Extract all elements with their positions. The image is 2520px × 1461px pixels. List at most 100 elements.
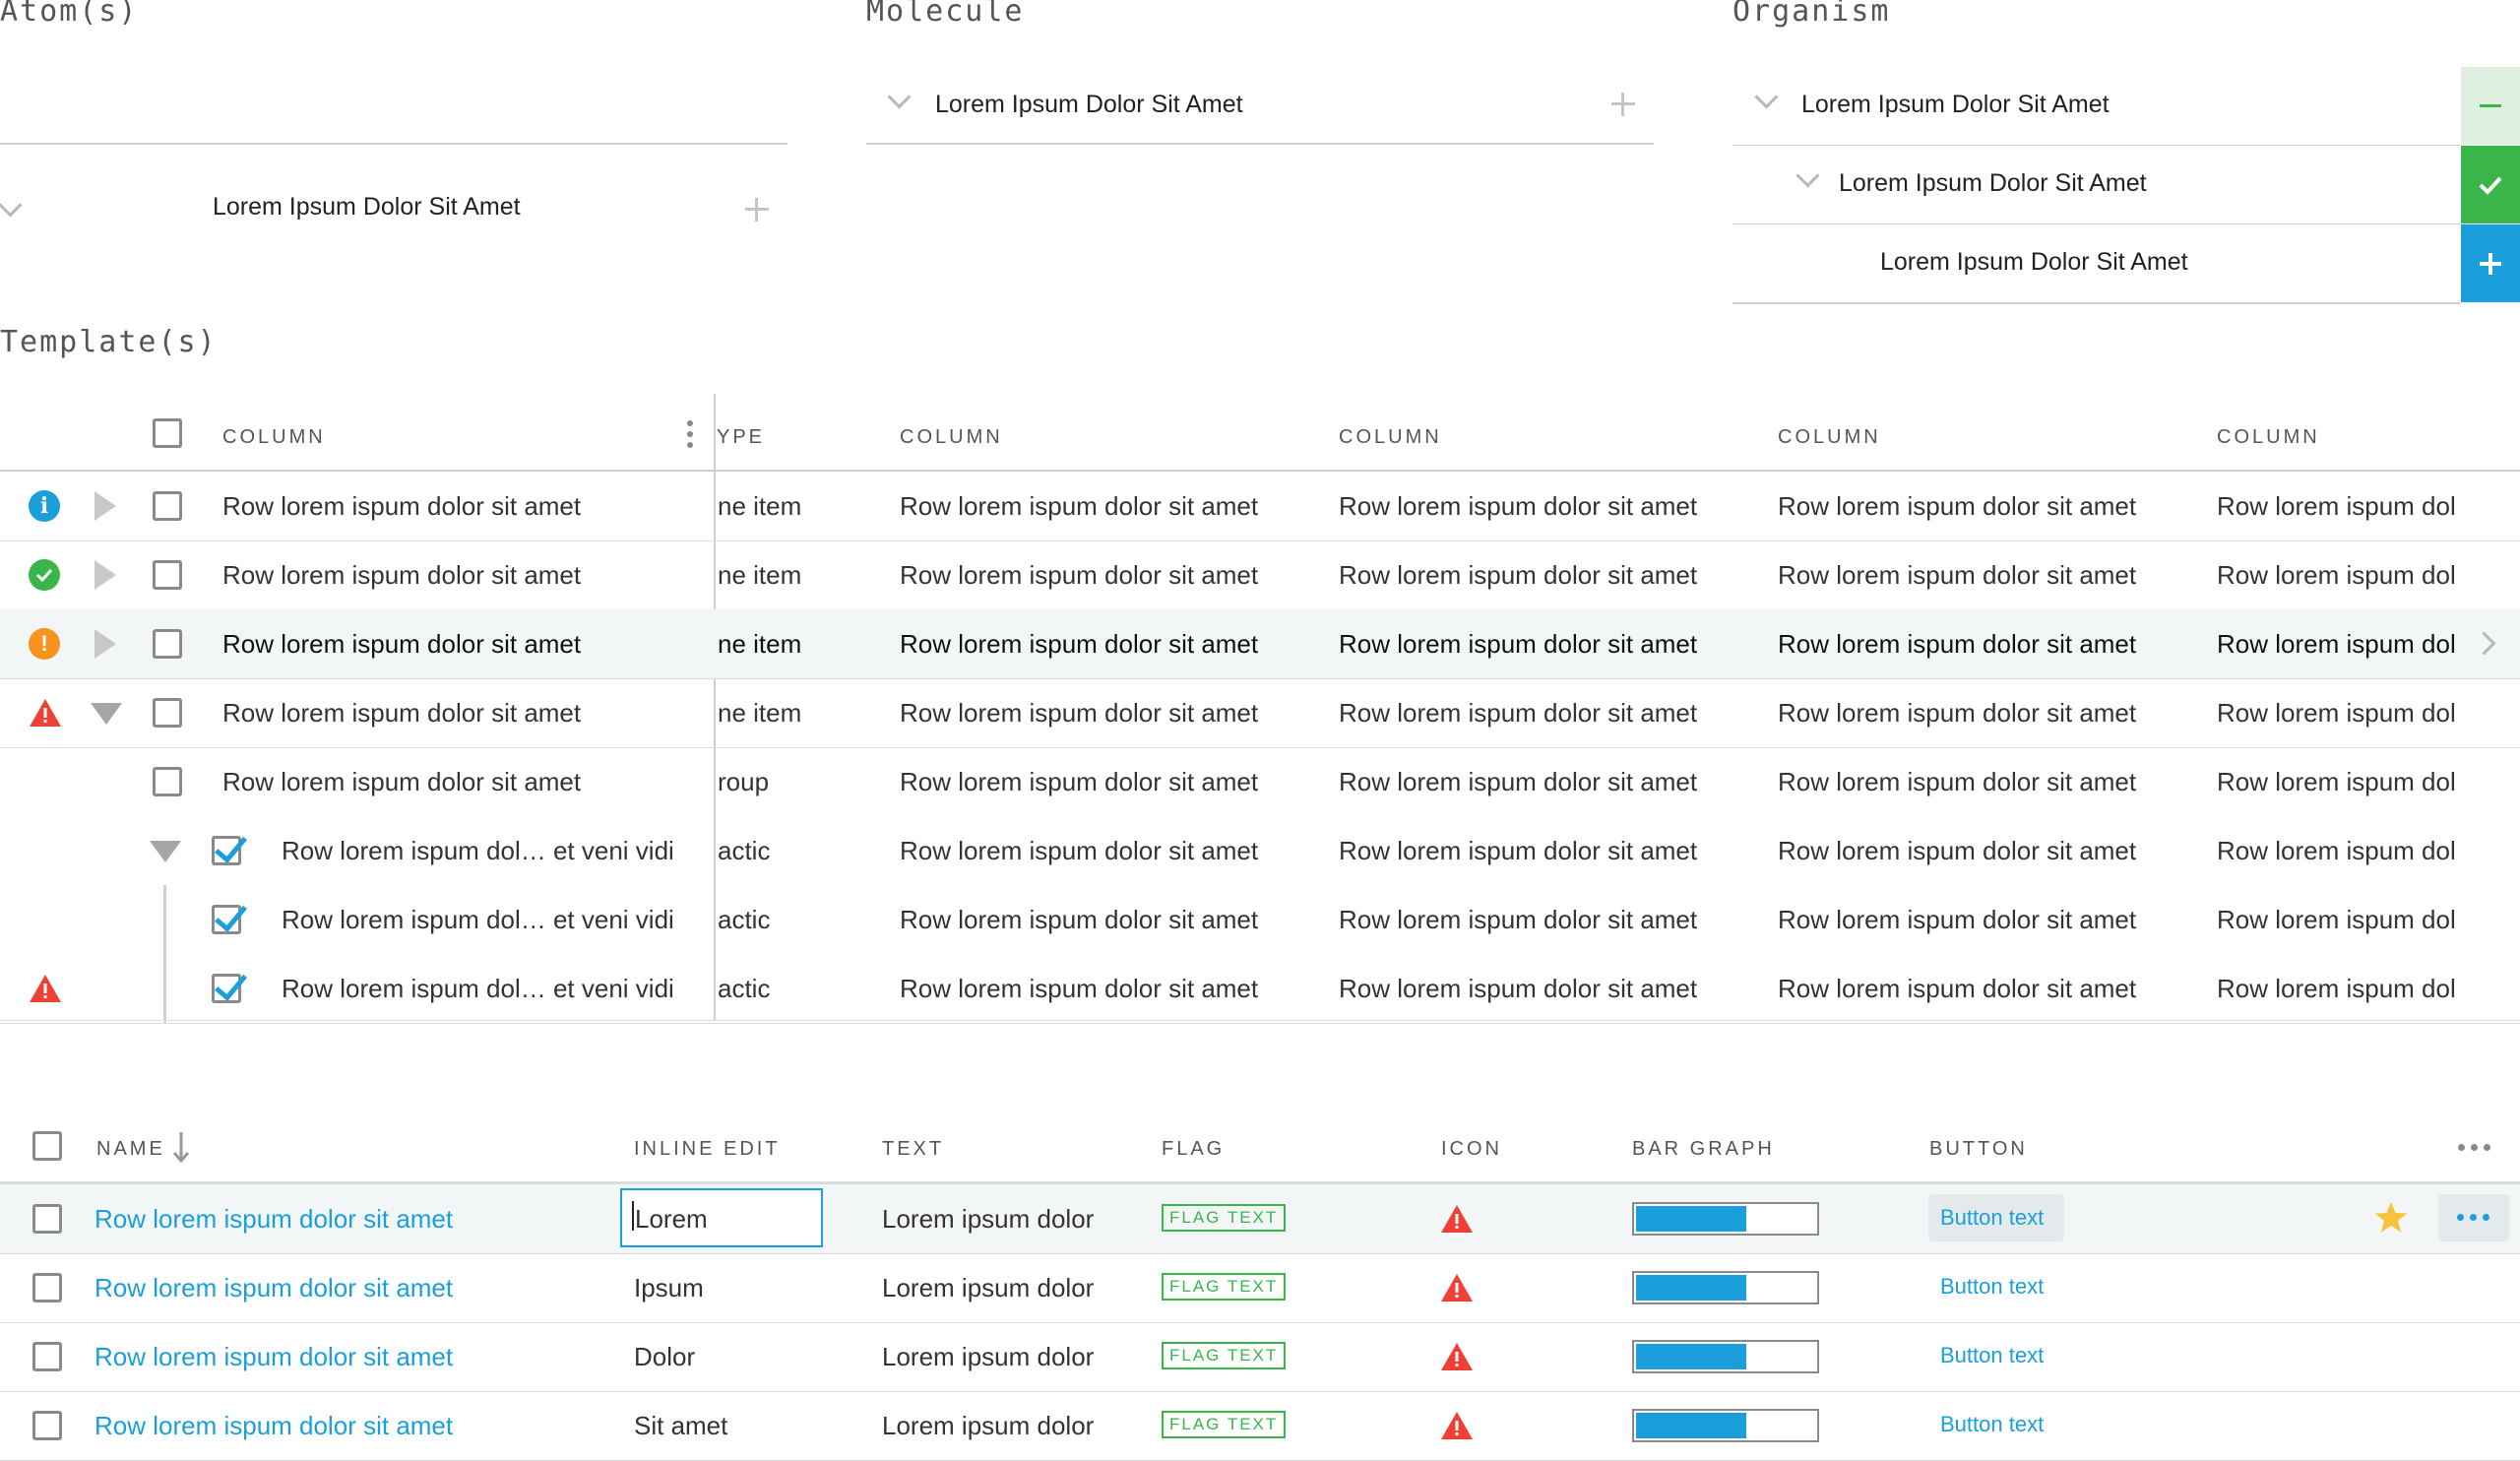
row-button[interactable]: Button text <box>1928 1194 2064 1241</box>
column-header-bar-graph[interactable]: BAR GRAPH <box>1632 1138 1775 1160</box>
chevron-right-icon[interactable] <box>2472 631 2496 656</box>
row-cell: Row lorem ispum dol <box>2217 491 2456 521</box>
chevron-down-icon[interactable] <box>1754 85 1779 109</box>
expand-icon[interactable] <box>94 629 116 659</box>
row-name-link[interactable]: Row lorem ispum dolor sit amet <box>94 1204 454 1234</box>
column-header[interactable]: YPE <box>717 426 766 448</box>
row-checkbox[interactable] <box>153 491 182 521</box>
expand-icon[interactable] <box>94 491 116 521</box>
row-cell: Row lorem ispum dol <box>2217 905 2456 934</box>
molecule-item[interactable]: Lorem Ipsum Dolor Sit Amet <box>866 71 1654 144</box>
collapse-icon[interactable] <box>150 841 181 862</box>
row-cell: Row lorem ispum dol <box>2217 836 2456 865</box>
sort-descending-icon[interactable] <box>171 1130 191 1164</box>
row-checkbox[interactable] <box>153 767 182 796</box>
row-checkbox[interactable] <box>32 1342 62 1371</box>
row-checkbox[interactable] <box>153 698 182 728</box>
row-checkbox[interactable] <box>212 974 241 1003</box>
row-checkbox[interactable] <box>212 905 241 934</box>
column-header-inline-edit[interactable]: INLINE EDIT <box>634 1138 781 1160</box>
row-checkbox[interactable] <box>153 629 182 659</box>
organism-row-label: Lorem Ipsum Dolor Sit Amet <box>1880 248 2188 276</box>
row-cell: Row lorem ispum dolor sit amet <box>1339 836 1698 865</box>
header-divider <box>0 1181 2520 1184</box>
templates-title: Template(s) <box>0 325 218 359</box>
row-checkbox[interactable] <box>153 560 182 590</box>
row-button[interactable]: Button text <box>1940 1274 2045 1299</box>
table-row[interactable]: Row lorem ispum dol… et veni vidi actic Ro… <box>0 954 2520 1023</box>
select-all-checkbox[interactable] <box>153 418 182 448</box>
atoms-title: Atom(s) <box>0 0 139 29</box>
row-cell: Row lorem ispum dolor sit amet <box>900 974 1259 1003</box>
row-name-link[interactable]: Row lorem ispum dolor sit amet <box>94 1411 454 1440</box>
minus-button[interactable] <box>2461 67 2520 145</box>
row-name-link[interactable]: Row lorem ispum dolor sit amet <box>94 1342 454 1371</box>
table-row[interactable]: Row lorem ispum dol… et veni vidi actic Ro… <box>0 885 2520 954</box>
row-cell: Row lorem ispum dolor sit amet <box>900 698 1259 728</box>
row-checkbox[interactable] <box>212 836 241 865</box>
row-type: actic <box>718 974 771 1003</box>
table-row[interactable]: Row lorem ispum dolor sit amet Dolor Lorem… <box>0 1322 2520 1391</box>
column-header-button[interactable]: BUTTON <box>1929 1138 2028 1160</box>
row-type: ne item <box>718 629 802 659</box>
warning-icon <box>1441 1274 1473 1302</box>
chevron-down-icon[interactable] <box>1796 163 1820 188</box>
table-row[interactable]: Row lorem ispum dolor sit amet Lorem Lorem… <box>0 1184 2520 1253</box>
row-button[interactable]: Button text <box>1940 1343 2045 1367</box>
table-row[interactable]: Row lorem ispum dol… et veni vidi actic Ro… <box>0 816 2520 885</box>
organism-row[interactable]: Lorem Ipsum Dolor Sit Amet <box>1732 67 2520 145</box>
collapse-icon[interactable] <box>91 703 122 725</box>
row-more-options-button[interactable] <box>2438 1194 2509 1241</box>
row-checkbox[interactable] <box>32 1411 62 1440</box>
chevron-down-icon[interactable] <box>0 193 23 218</box>
column-header[interactable]: COLUMN <box>900 426 1003 448</box>
row-name: Row lorem ispum dolor sit amet <box>222 767 582 796</box>
row-checkbox[interactable] <box>32 1273 62 1302</box>
check-button[interactable] <box>2461 146 2520 223</box>
column-header[interactable]: COLUMN <box>222 426 326 448</box>
plus-icon[interactable] <box>745 198 769 222</box>
inline-edit-input[interactable]: Lorem <box>620 1188 823 1247</box>
add-button[interactable] <box>2461 224 2520 302</box>
table-row[interactable]: Row lorem ispum dolor sit amet Sit amet Lo… <box>0 1391 2520 1460</box>
more-options-icon[interactable] <box>2458 1144 2491 1152</box>
column-header[interactable]: COLUMN <box>1339 426 1442 448</box>
row-text: Lorem ipsum dolor <box>882 1204 1095 1234</box>
bar-graph <box>1632 1271 1819 1304</box>
row-divider <box>0 1391 2520 1392</box>
organism-row[interactable]: Lorem Ipsum Dolor Sit Amet <box>1732 224 2520 302</box>
column-header-icon[interactable]: ICON <box>1441 1138 1502 1160</box>
column-header-text[interactable]: TEXT <box>882 1138 945 1160</box>
row-name-link[interactable]: Row lorem ispum dolor sit amet <box>94 1273 454 1302</box>
plus-icon[interactable] <box>1611 93 1635 116</box>
error-icon <box>30 699 61 727</box>
inline-edit-value[interactable]: Ipsum <box>634 1273 704 1302</box>
table-row[interactable]: Row lorem ispum dolor sit amet ne item Row… <box>0 678 2520 747</box>
inline-edit-value[interactable]: Sit amet <box>634 1411 728 1440</box>
row-name: Row lorem ispum dolor sit amet <box>222 698 582 728</box>
organism-row[interactable]: Lorem Ipsum Dolor Sit Amet <box>1732 146 2520 223</box>
column-header-name[interactable]: NAME <box>96 1138 165 1160</box>
expand-icon[interactable] <box>94 560 116 590</box>
table-row[interactable]: Row lorem ispum dolor sit amet ne item Row… <box>0 540 2520 609</box>
row-button[interactable]: Button text <box>1940 1412 2045 1436</box>
table-row[interactable]: i Row lorem ispum dolor sit amet ne item Ro… <box>0 472 2520 540</box>
row-cell: Row lorem ispum dolor sit amet <box>1778 767 2137 796</box>
table-row[interactable]: Row lorem ispum dolor sit amet roup Row lo… <box>0 747 2520 816</box>
row-cell: Row lorem ispum dolor sit amet <box>900 560 1259 590</box>
star-icon[interactable] <box>2373 1201 2409 1235</box>
inline-edit-value[interactable]: Dolor <box>634 1342 696 1371</box>
column-header[interactable]: COLUMN <box>1778 426 1881 448</box>
column-header[interactable]: COLUMN <box>2217 426 2320 448</box>
bar-graph-fill <box>1636 1206 1746 1232</box>
chevron-down-icon[interactable] <box>887 85 912 109</box>
table-row[interactable]: ! Row lorem ispum dolor sit amet ne item Ro… <box>0 609 2520 678</box>
table-row[interactable]: Row lorem ispum dolor sit amet Ipsum Lorem… <box>0 1253 2520 1322</box>
frozen-column-divider[interactable] <box>714 394 716 1020</box>
bar-graph <box>1632 1202 1819 1236</box>
column-menu-icon[interactable] <box>687 418 695 452</box>
column-header-flag[interactable]: FLAG <box>1162 1138 1226 1160</box>
row-checkbox[interactable] <box>32 1204 62 1234</box>
select-all-checkbox[interactable] <box>32 1131 62 1161</box>
row-divider <box>0 1023 2520 1024</box>
